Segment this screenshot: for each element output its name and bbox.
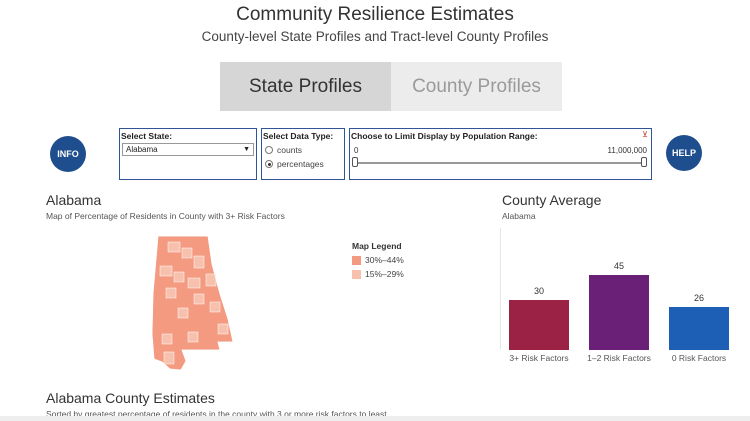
bar-1[interactable]: [589, 275, 649, 350]
bar-category-label: 0 Risk Factors: [671, 353, 727, 363]
bar-value-label: 30: [533, 286, 544, 296]
data-type-panel: Select Data Type: counts percentages: [261, 128, 345, 180]
clear-filter-icon[interactable]: ⊻: [642, 130, 648, 139]
estimates-title: Alabama County Estimates: [46, 390, 215, 406]
bar-value-label: 26: [693, 292, 704, 303]
population-range-label: Choose to Limit Display by Population Ra…: [351, 131, 538, 141]
radio-percentages-label: percentages: [277, 159, 324, 169]
info-button[interactable]: INFO: [50, 136, 86, 172]
radio-counts[interactable]: counts: [265, 145, 302, 155]
tab-state-profiles[interactable]: State Profiles: [220, 62, 391, 111]
legend-swatch: [352, 269, 361, 279]
legend-swatch: [352, 255, 361, 265]
alabama-map[interactable]: [148, 234, 240, 372]
state-dropdown-value: Alabama: [126, 145, 158, 154]
range-min-value: 0: [354, 146, 359, 155]
page-subtitle: County-level State Profiles and Tract-le…: [201, 29, 549, 44]
tab-county-profiles[interactable]: County Profiles: [391, 62, 562, 111]
county-average-subtitle: Alabama: [502, 211, 536, 221]
map-title: Alabama: [46, 192, 102, 208]
data-type-label: Select Data Type:: [263, 131, 334, 141]
population-range-panel: Choose to Limit Display by Population Ra…: [349, 128, 652, 180]
map-subtitle: Map of Percentage of Residents in County…: [46, 211, 285, 221]
select-state-panel: Select State: Alabama ▼: [119, 128, 257, 180]
bottom-scroll-strip: [0, 416, 750, 421]
page-title: Community Resilience Estimates: [236, 4, 514, 25]
bar-category-label: 3+ Risk Factors: [509, 353, 569, 363]
select-state-label: Select State:: [121, 131, 173, 141]
range-slider-max-handle[interactable]: [641, 157, 647, 167]
county-average-title: County Average: [502, 192, 602, 208]
radio-off-icon: [265, 146, 273, 154]
legend-item-low: 15%–29%: [352, 269, 404, 279]
radio-on-icon: [265, 160, 273, 168]
estimates-subtitle: Sorted by greatest percentage of residen…: [46, 409, 387, 419]
range-max-value: 11,000,000: [607, 146, 647, 155]
bar-0[interactable]: [509, 300, 569, 350]
legend-item-high: 30%–44%: [352, 255, 404, 265]
bar-2[interactable]: [669, 306, 729, 350]
chevron-down-icon: ▼: [243, 146, 250, 153]
legend-label: 30%–44%: [365, 255, 404, 265]
radio-counts-label: counts: [277, 145, 303, 155]
range-slider-track[interactable]: [355, 162, 645, 164]
county-average-chart: 30 3+ Risk Factors 45 1–2 Risk Factors 26 0 R…: [500, 228, 740, 368]
bar-category-label: 1–2 Risk Factors: [587, 353, 651, 363]
map-legend-title: Map Legend: [352, 241, 402, 251]
radio-percentages[interactable]: percentages: [265, 159, 324, 169]
legend-label: 15%–29%: [365, 269, 404, 279]
bar-value-label: 45: [613, 261, 624, 271]
range-slider-min-handle[interactable]: [352, 157, 358, 167]
chart-divider: [500, 228, 501, 350]
help-button[interactable]: HELP: [666, 135, 702, 171]
state-dropdown[interactable]: Alabama ▼: [122, 143, 254, 156]
